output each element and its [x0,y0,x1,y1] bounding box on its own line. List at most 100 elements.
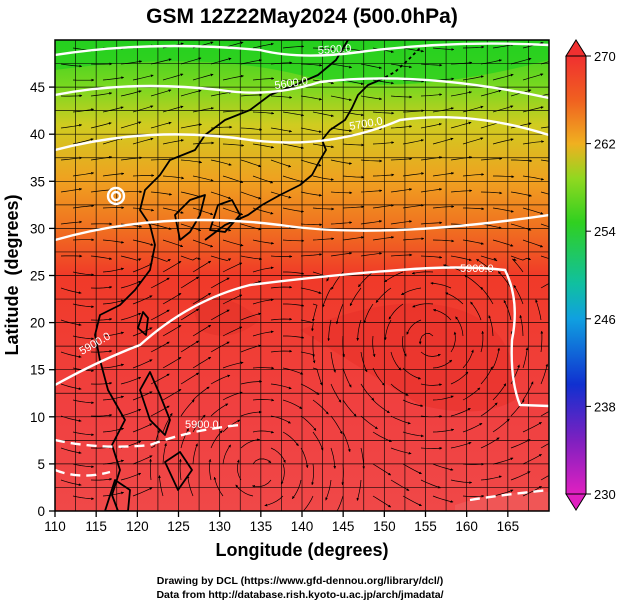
contour-5900-southeast [469,488,549,502]
streamline [222,239,244,247]
streamline [311,463,314,486]
streamline [492,207,514,213]
contour-label-5900-c: 5900.0 [185,419,219,431]
streamline [300,351,316,364]
streamline [178,458,182,481]
colorbar-tick-label: 254 [594,224,616,239]
streamline [186,475,194,497]
streamline [252,430,274,434]
streamline [488,315,494,337]
streamline [150,405,170,417]
streamline [300,63,323,67]
japan-kyushu [209,199,241,233]
streamline [540,442,549,449]
streamline [300,253,323,257]
streamline [510,57,532,65]
streamline [462,105,484,113]
streamline [72,138,94,145]
streamline [402,431,424,438]
streamline [192,386,210,401]
streamline [535,299,542,321]
streamline [132,74,154,81]
streamline [192,292,212,305]
streamline [210,277,230,289]
streamline [162,293,182,305]
streamline [162,207,184,214]
streamline [210,309,230,321]
streamline [213,476,224,497]
streamline [402,335,407,357]
streamline [282,175,304,183]
streamline [162,261,182,273]
streamline [282,239,305,243]
height-contours [55,42,549,502]
streamline [300,127,322,133]
streamline [180,372,200,385]
streamline [132,137,154,145]
warm-patch-south [455,491,549,511]
colorbar-tick-label: 230 [594,487,616,502]
streamline [360,252,383,257]
streamline [72,399,95,405]
streamline [132,263,153,273]
streamline [540,410,549,417]
streamline [492,239,514,247]
x-tick-label: 165 [497,519,520,534]
streamline [90,349,113,353]
streamline [390,479,410,491]
streamline [102,106,124,113]
streamline [330,159,352,165]
streamline [192,443,198,465]
streamline [120,255,142,261]
streamline [300,191,322,197]
streamline [90,381,113,385]
streamline [372,173,395,177]
streamline [540,363,549,385]
colorbar-top-arrow [565,39,587,57]
streamline [450,407,471,417]
streamline [540,330,544,353]
streamline [210,57,232,65]
streamline [150,58,172,65]
streamline [312,335,315,358]
streamline [120,60,143,65]
streamline [180,191,202,198]
streamline [132,487,153,497]
streamline [512,258,524,273]
streamline [312,47,335,51]
x-tick-label: 160 [455,519,478,534]
streamline [372,463,392,476]
streamline [150,429,160,449]
streamline [540,191,549,195]
streamline [510,223,532,231]
streamline [240,410,262,417]
streamline [162,412,173,433]
streamline [72,495,95,501]
streamline [402,495,422,507]
streamline [411,271,434,275]
streamline [270,127,292,133]
streamline [162,443,167,465]
streamline [540,282,549,289]
streamline [513,284,524,305]
streamline [360,383,375,401]
streamline [120,312,142,321]
streamline [388,303,404,320]
streamline [252,111,275,115]
contour-5800 [55,213,549,242]
streamline [406,319,422,335]
streamline [60,479,82,487]
streamline [522,421,542,433]
streamline [222,294,243,305]
contour-5900-main [55,266,549,408]
streamline [432,463,454,471]
streamline [252,366,275,370]
streamline [270,159,292,168]
streamline [540,126,549,129]
y-tick-label: 35 [30,174,45,189]
streamline [162,105,184,113]
warm-core-east [300,303,516,412]
streamline [60,415,82,423]
x-tick-label: 145 [332,519,355,534]
